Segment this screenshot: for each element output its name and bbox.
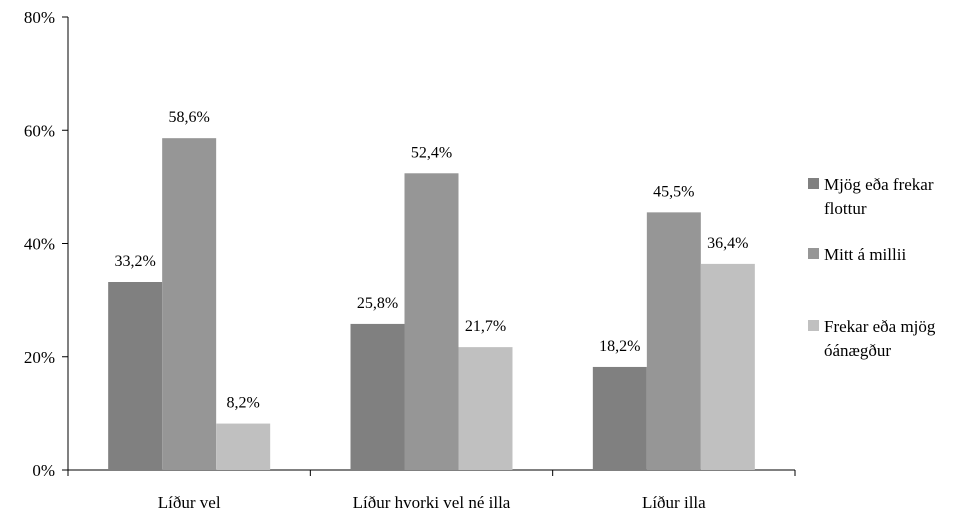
data-label: 25,8%: [357, 295, 398, 312]
data-label: 58,6%: [169, 109, 210, 126]
legend-swatch: [808, 248, 819, 259]
legend-label: Mjög eða frekar: [824, 175, 934, 194]
data-label: 8,2%: [227, 395, 260, 412]
x-category-label: Líður vel: [158, 493, 221, 512]
y-tick-label: 20%: [24, 348, 55, 367]
y-tick-label: 60%: [24, 121, 55, 140]
bar: [458, 347, 513, 470]
data-label: 33,2%: [115, 253, 156, 270]
bar: [162, 138, 217, 471]
bar: [108, 282, 163, 470]
legend-label: óánægður: [824, 341, 891, 360]
data-label: 45,5%: [653, 183, 694, 200]
data-label: 21,7%: [465, 318, 506, 335]
data-label: 52,4%: [411, 144, 452, 161]
bar: [404, 173, 459, 470]
data-label: 18,2%: [599, 338, 640, 355]
bar: [350, 323, 405, 470]
y-tick-label: 40%: [24, 235, 55, 254]
bar: [592, 366, 647, 470]
data-label: 36,4%: [707, 235, 748, 252]
legend-swatch: [808, 320, 819, 331]
legend-swatch: [808, 178, 819, 189]
y-tick-label: 0%: [32, 461, 55, 480]
bar: [646, 212, 701, 470]
x-category-label: Líður hvorki vel né illa: [353, 493, 511, 512]
legend-label: flottur: [824, 199, 867, 218]
legend-label: Frekar eða mjög: [824, 317, 936, 336]
bar: [700, 263, 755, 470]
y-tick-label: 80%: [24, 8, 55, 27]
bar: [216, 423, 271, 470]
x-category-label: Líður illa: [642, 493, 706, 512]
legend-label: Mitt á millii: [824, 245, 906, 264]
